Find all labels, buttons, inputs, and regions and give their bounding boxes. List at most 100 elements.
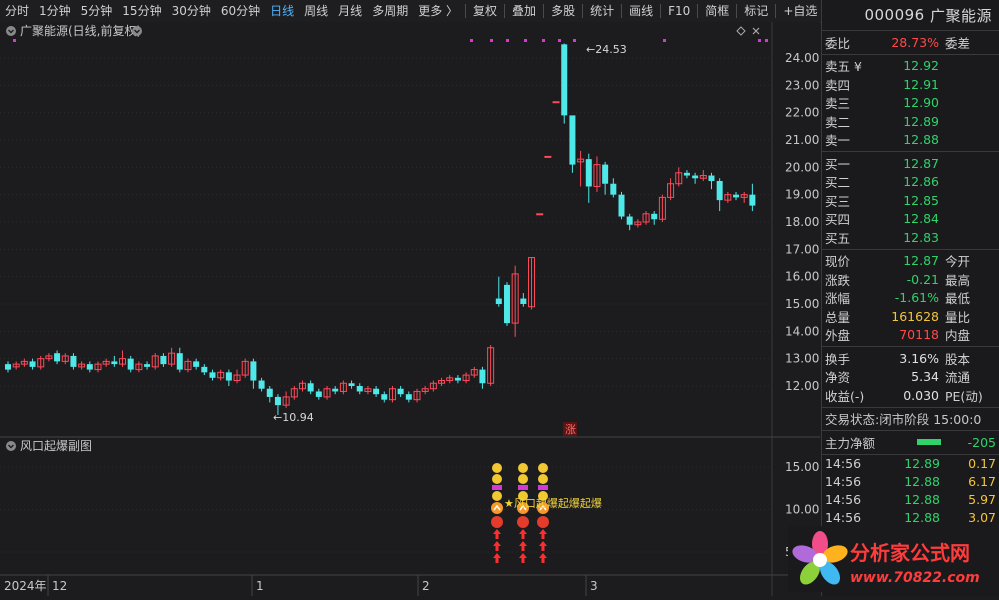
tick-time: 14:56 (825, 456, 862, 471)
candle-body (209, 372, 216, 378)
signal-column (491, 463, 503, 563)
candle-body (37, 358, 45, 368)
candle-body (119, 358, 127, 365)
book-row[interactable]: 买三 12.85 (822, 191, 999, 210)
candle-body (610, 183, 617, 195)
marker-dot (506, 39, 509, 42)
candle-body (241, 360, 249, 376)
period-tab[interactable]: 30分钟 (171, 4, 211, 18)
date-tick-label: 2 (422, 579, 430, 593)
book-level-label: 卖三 (825, 96, 851, 112)
candle-body (561, 44, 568, 116)
tick-volume: 5.97 (968, 492, 996, 507)
coin-icon (492, 491, 502, 501)
weibi-row: 委比 28.73% 委差 (822, 31, 999, 55)
period-tab[interactable]: 周线 (304, 4, 329, 18)
chart-area: 广聚能源(日线,前复权) 24.00 23.00 22.00 21.00 20.00 19… (0, 22, 820, 596)
toolbar-button[interactable]: 画线 (629, 4, 654, 18)
diamond-icon[interactable] (736, 26, 746, 36)
price-tick-label: 15.00 (785, 297, 819, 311)
marker-dot (542, 39, 545, 42)
date-tick-label: 1 (256, 579, 264, 593)
book-row[interactable]: 卖五 ¥ 12.92 (822, 57, 999, 76)
candle-body (54, 353, 61, 362)
book-price: 12.90 (903, 95, 939, 111)
period-tab[interactable]: 月线 (338, 4, 363, 18)
price-tick-label: 22.00 (785, 106, 819, 120)
candle-body (381, 394, 388, 400)
book-row[interactable]: 买二 12.86 (822, 173, 999, 192)
kline-chart[interactable]: 广聚能源(日线,前复权) 24.00 23.00 22.00 21.00 20.00 19… (0, 22, 820, 596)
sub-collapse-icon[interactable] (6, 441, 16, 451)
candle-body (733, 194, 740, 198)
toolbar-button[interactable]: 复权 (473, 4, 498, 18)
period-tab[interactable]: 5分钟 (80, 4, 113, 18)
period-tab[interactable]: 多周期 (372, 4, 409, 18)
coin-icon (492, 474, 502, 484)
coin-icon (538, 491, 548, 501)
up-arrow-icon (539, 541, 547, 551)
book-row[interactable]: 卖四 12.91 (822, 75, 999, 94)
toolbar-button[interactable]: 统计 (590, 4, 615, 18)
toolbar-divider (582, 4, 584, 18)
period-tab[interactable]: 分时 (5, 4, 30, 18)
book-level-label: 买五 (825, 230, 851, 246)
dropdown-icon[interactable] (132, 26, 142, 36)
book-row[interactable]: 买五 12.83 (822, 228, 999, 247)
price-tick-label: 16.00 (785, 270, 819, 284)
candle-body (356, 386, 363, 392)
candle-body (421, 388, 429, 392)
period-tab[interactable]: 日线 (270, 4, 295, 18)
up-arrow-icon (519, 541, 527, 551)
book-row[interactable]: 买四 12.84 (822, 210, 999, 229)
up-arrow-icon (539, 553, 547, 563)
candle-body (258, 380, 265, 389)
candle-body (135, 363, 143, 371)
toolbar-button[interactable]: 多股 (551, 4, 576, 18)
stats2-block: 换手 3.16% 股本 净资 5.34 流通 收益(-) 0.030 PE(动) (822, 347, 999, 408)
period-tab[interactable]: 15分钟 (122, 4, 162, 18)
candle-body (552, 101, 560, 104)
toolbar-divider (660, 4, 662, 18)
candle-body (20, 360, 28, 365)
weibi-value: 28.73% (891, 34, 939, 50)
toolbar-button[interactable]: 叠加 (512, 4, 537, 18)
period-tab[interactable]: 更多 〉 (418, 4, 459, 18)
stat-label: 涨幅 (825, 291, 851, 307)
candle-body (70, 355, 77, 367)
book-price: 12.87 (903, 155, 939, 171)
stat-value: 161628 (891, 308, 939, 324)
candle-body (462, 374, 470, 382)
candle-body (282, 396, 290, 406)
candle-body (217, 371, 225, 379)
period-tab[interactable]: 1分钟 (39, 4, 71, 18)
stat-value: -0.21 (906, 271, 939, 287)
candle-body (602, 164, 609, 184)
stat-label: 现价 (825, 254, 851, 270)
book-row[interactable]: 卖二 12.89 (822, 112, 999, 131)
up-arrow-icon (519, 529, 527, 539)
candle-body (699, 175, 707, 179)
period-tab[interactable]: 60分钟 (220, 4, 261, 18)
toolbar-button[interactable]: 简框 (705, 4, 730, 18)
candle-body (577, 158, 585, 163)
book-row[interactable]: 买一 12.87 (822, 154, 999, 173)
main-net-value: -205 (967, 434, 996, 450)
stat-value: -1.61% (894, 290, 939, 306)
price-tick-label: 21.00 (785, 133, 819, 147)
close-icon[interactable] (752, 27, 760, 35)
book-row[interactable]: 卖一 12.88 (822, 131, 999, 150)
marker-dot (573, 39, 576, 42)
stat-row: 外盘 70118 内盘 (822, 326, 999, 345)
book-level-label: 买三 (825, 193, 851, 209)
toolbar-button[interactable]: F10 (668, 4, 691, 18)
up-arrow-icon (493, 553, 501, 563)
candle-body (413, 390, 421, 401)
weibi-label: 委比 (825, 35, 851, 51)
collapse-icon[interactable] (6, 26, 16, 36)
book-row[interactable]: 卖三 12.90 (822, 94, 999, 113)
toolbar-button[interactable]: +自选 (783, 4, 818, 18)
signal-column (537, 463, 549, 563)
toolbar-button[interactable]: 标记 (744, 4, 769, 18)
stat-value: 70118 (899, 327, 939, 343)
